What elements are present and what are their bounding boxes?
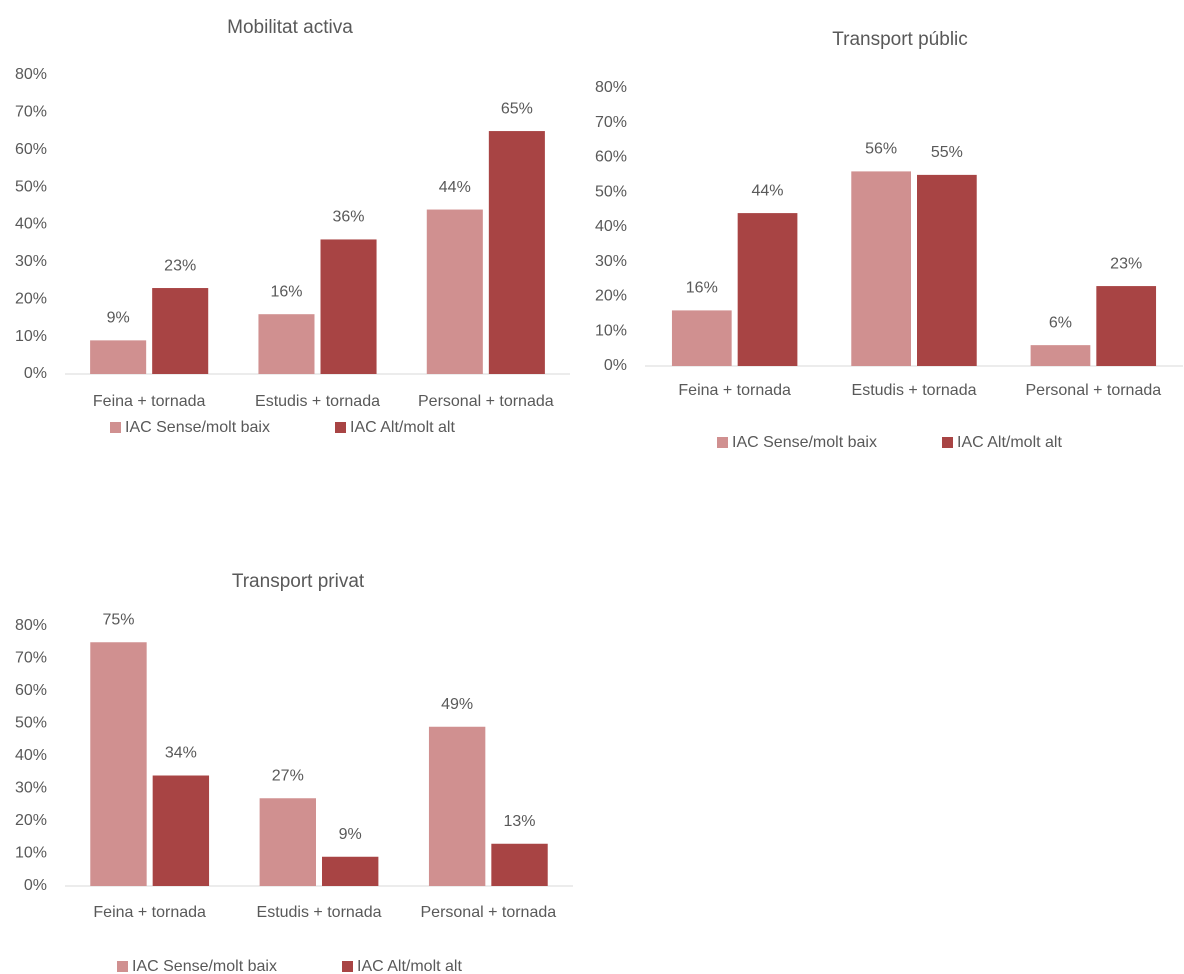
data-label: 9% (339, 826, 362, 843)
x-tick-label: Feina + tornada (93, 393, 206, 410)
y-tick-label: 20% (15, 290, 47, 307)
legend-swatch (342, 961, 353, 972)
data-label: 23% (1110, 255, 1142, 272)
y-tick-label: 60% (595, 149, 627, 166)
y-tick-label: 0% (24, 365, 47, 382)
bar (90, 340, 147, 374)
y-tick-label: 50% (15, 178, 47, 195)
y-tick-label: 20% (15, 812, 47, 829)
y-tick-label: 50% (15, 715, 47, 732)
legend-swatch (117, 961, 128, 972)
x-tick-label: Personal + tornada (421, 904, 557, 921)
data-label: 36% (333, 209, 365, 226)
y-tick-label: 20% (595, 288, 627, 305)
data-label: 49% (441, 696, 473, 713)
bar (320, 239, 377, 374)
data-label: 56% (865, 141, 897, 158)
data-label: 44% (752, 182, 784, 199)
y-tick-label: 30% (15, 253, 47, 270)
bar (1030, 345, 1091, 366)
bar (259, 798, 316, 886)
bar (426, 209, 483, 374)
legend-label: IAC Alt/molt alt (957, 434, 1062, 451)
bar (152, 775, 210, 886)
bar (1096, 286, 1157, 366)
y-tick-label: 40% (595, 218, 627, 235)
chart-title: Mobilitat activa (227, 17, 353, 38)
bar (851, 171, 911, 366)
y-tick-label: 70% (15, 104, 47, 121)
y-tick-label: 10% (595, 322, 627, 339)
legend-swatch (335, 422, 346, 433)
legend-label: IAC Sense/molt baix (125, 419, 270, 436)
y-tick-label: 10% (15, 328, 47, 345)
bar (90, 642, 147, 886)
bar (322, 856, 379, 886)
data-label: 27% (272, 767, 304, 784)
y-tick-label: 40% (15, 216, 47, 233)
bar (737, 213, 798, 366)
legend-label: IAC Alt/molt alt (350, 419, 455, 436)
legend-label: IAC Sense/molt baix (732, 434, 877, 451)
data-label: 9% (107, 310, 130, 327)
y-tick-label: 30% (595, 253, 627, 270)
y-tick-label: 60% (15, 141, 47, 158)
legend-swatch (110, 422, 121, 433)
chart-title: Transport privat (232, 571, 365, 592)
x-tick-label: Personal + tornada (418, 393, 554, 410)
y-tick-label: 30% (15, 780, 47, 797)
bar (152, 288, 209, 374)
bar (491, 843, 548, 886)
data-label: 34% (165, 745, 197, 762)
legend-swatch (717, 437, 728, 448)
bar (258, 314, 315, 374)
y-tick-label: 80% (15, 66, 47, 83)
y-tick-label: 10% (15, 845, 47, 862)
y-tick-label: 0% (604, 357, 627, 374)
legend-label: IAC Alt/molt alt (357, 958, 462, 974)
chart-title: Transport públic (832, 29, 968, 50)
data-label: 75% (102, 611, 134, 628)
y-tick-label: 60% (15, 682, 47, 699)
data-label: 13% (504, 813, 536, 830)
y-tick-label: 70% (15, 650, 47, 667)
data-label: 44% (439, 179, 471, 196)
bar (917, 174, 977, 366)
data-label: 55% (931, 144, 963, 161)
x-tick-label: Estudis + tornada (255, 393, 380, 410)
y-tick-label: 80% (595, 79, 627, 96)
legend-swatch (942, 437, 953, 448)
y-tick-label: 0% (24, 877, 47, 894)
y-tick-label: 70% (595, 114, 627, 131)
legend-label: IAC Sense/molt baix (132, 958, 277, 974)
bar (488, 131, 545, 374)
data-label: 16% (686, 280, 718, 297)
data-label: 16% (270, 283, 302, 300)
x-tick-label: Estudis + tornada (852, 382, 977, 399)
bar (428, 726, 486, 886)
data-label: 65% (501, 100, 533, 117)
data-label: 23% (164, 257, 196, 274)
y-tick-label: 80% (15, 617, 47, 634)
x-tick-label: Feina + tornada (93, 904, 206, 921)
data-label: 6% (1049, 314, 1072, 331)
y-tick-label: 40% (15, 747, 47, 764)
bar (671, 310, 732, 366)
x-tick-label: Feina + tornada (678, 382, 791, 399)
x-tick-label: Estudis + tornada (257, 904, 382, 921)
y-tick-label: 50% (595, 183, 627, 200)
x-tick-label: Personal + tornada (1026, 382, 1162, 399)
